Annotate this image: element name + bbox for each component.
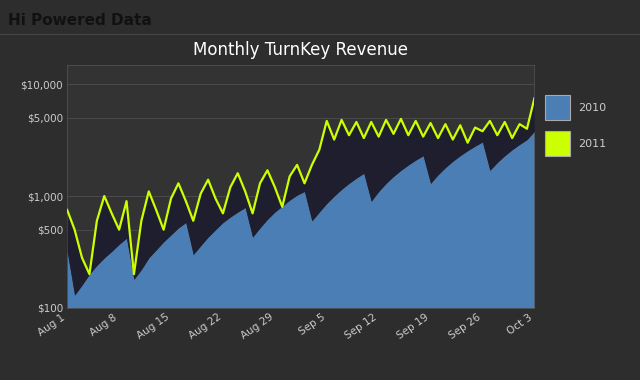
Title: Monthly TurnKey Revenue: Monthly TurnKey Revenue xyxy=(193,41,408,59)
Bar xyxy=(545,95,570,120)
Text: 2010: 2010 xyxy=(578,103,606,113)
Text: Hi Powered Data: Hi Powered Data xyxy=(8,13,152,28)
Bar xyxy=(545,131,570,156)
Text: 2011: 2011 xyxy=(578,139,606,149)
